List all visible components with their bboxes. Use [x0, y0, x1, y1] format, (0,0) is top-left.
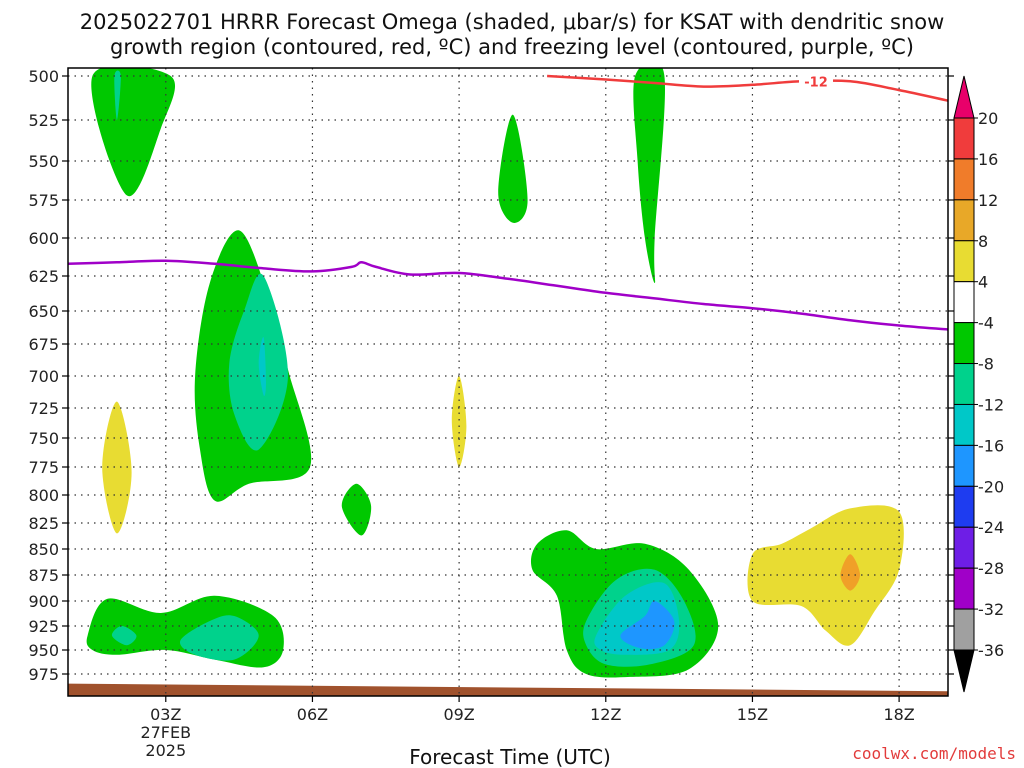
colorbar-swatch	[953, 240, 975, 283]
colorbar-label: 16	[978, 150, 998, 169]
colorbar-label: -4	[978, 314, 994, 333]
y-tick-label: 950	[28, 641, 59, 660]
credit-link[interactable]: coolwx.com/models	[852, 744, 1016, 763]
colorbar-swatch	[953, 281, 975, 324]
omega-region-4	[102, 401, 132, 534]
x-tick-label: 06Z	[297, 705, 328, 724]
y-tick-label: 575	[28, 191, 59, 210]
plot-inner: -12	[68, 68, 948, 696]
plot-area: -12 500 525 550 575 600 625 650 675 700 725 750 775 8…	[28, 67, 954, 760]
omega-region-4	[747, 505, 904, 646]
colorbar-swatch	[953, 526, 975, 569]
colorbar-swatch	[953, 158, 975, 201]
x-date-label: 2025	[145, 741, 186, 760]
y-tick-label: 500	[28, 67, 59, 86]
y-tick-label: 675	[28, 335, 59, 354]
colorbar-label: -20	[978, 477, 1004, 496]
colorbar: 20 16 12 8 4 -4 -8 -12 -16 -20 -24 -28 -32 -36	[953, 75, 1004, 693]
colorbar-swatch	[953, 403, 975, 446]
x-tick-label: 15Z	[737, 705, 768, 724]
colorbar-label: 4	[978, 273, 988, 292]
y-tick-label: 700	[28, 367, 59, 386]
chart-title-line-2: growth region (contoured, red, ºC) and f…	[110, 35, 914, 59]
y-tick-label: 750	[28, 429, 59, 448]
omega-region--4	[633, 68, 665, 283]
plot-frame	[67, 67, 949, 697]
omega-region--12	[258, 337, 266, 397]
omega-region--4	[91, 68, 176, 197]
omega-region--4	[498, 114, 528, 223]
omega-region--8	[179, 615, 259, 661]
x-axis-label: Forecast Time (UTC)	[409, 745, 611, 768]
y-tick-label: 550	[28, 152, 59, 171]
omega-region--8	[114, 70, 121, 120]
y-tick-label: 725	[28, 399, 59, 418]
colorbar-label: 12	[978, 191, 998, 210]
y-tick-label: 775	[28, 458, 59, 477]
contour-label: -12	[804, 75, 828, 90]
omega-region--8	[111, 626, 137, 646]
terrain-surface	[68, 683, 948, 696]
colorbar-swatch	[953, 199, 975, 242]
y-tick-label: 875	[28, 566, 59, 585]
omega-region-4	[451, 375, 467, 468]
omega-region-8	[840, 554, 860, 591]
y-tick-label: 600	[28, 229, 59, 248]
chart-title-line-1: 2025022701 HRRR Forecast Omega (shaded, …	[79, 10, 945, 34]
colorbar-swatch	[953, 363, 975, 405]
omega-region--8	[228, 273, 289, 451]
x-date-label: 27FEB	[140, 723, 191, 742]
colorbar-swatch	[953, 608, 975, 651]
colorbar-label: -12	[978, 395, 1004, 414]
colorbar-label: 8	[978, 232, 988, 251]
y-tick-label: 525	[28, 111, 59, 130]
x-tick-label: 09Z	[443, 705, 474, 724]
colorbar-swatch	[953, 567, 975, 610]
colorbar-label: -32	[978, 600, 1004, 619]
y-tick-label: 850	[28, 540, 59, 559]
colorbar-swatch	[953, 117, 975, 160]
colorbar-label: -8	[978, 355, 994, 374]
colorbar-bottom-arrow	[953, 649, 975, 693]
colorbar-swatch	[953, 444, 975, 487]
colorbar-label: -28	[978, 559, 1004, 578]
contour-label-bg	[799, 73, 833, 90]
y-tick-label: 925	[28, 617, 59, 636]
y-tick-label: 900	[28, 592, 59, 611]
colorbar-label: -24	[978, 518, 1004, 537]
x-tick-label: 18Z	[883, 705, 914, 724]
colorbar-top-arrow	[953, 75, 975, 119]
colorbar-swatch	[953, 322, 975, 365]
omega-region--4	[341, 483, 372, 536]
contour-line-dendritic-snow-growth-region	[547, 74, 948, 102]
omega-region--16	[620, 600, 675, 650]
colorbar-label: 20	[978, 109, 998, 128]
y-tick-label: 650	[28, 302, 59, 321]
colorbar-label: -16	[978, 436, 1004, 455]
contour-line-freezing-level	[68, 259, 948, 331]
x-tick-label: 12Z	[590, 705, 621, 724]
colorbar-label: -36	[978, 641, 1004, 660]
x-tick-label: 03Z	[150, 705, 181, 724]
y-tick-label: 825	[28, 514, 59, 533]
y-tick-label: 800	[28, 486, 59, 505]
colorbar-swatch	[953, 485, 975, 528]
y-tick-label: 975	[28, 665, 59, 684]
y-tick-label: 625	[28, 267, 59, 286]
